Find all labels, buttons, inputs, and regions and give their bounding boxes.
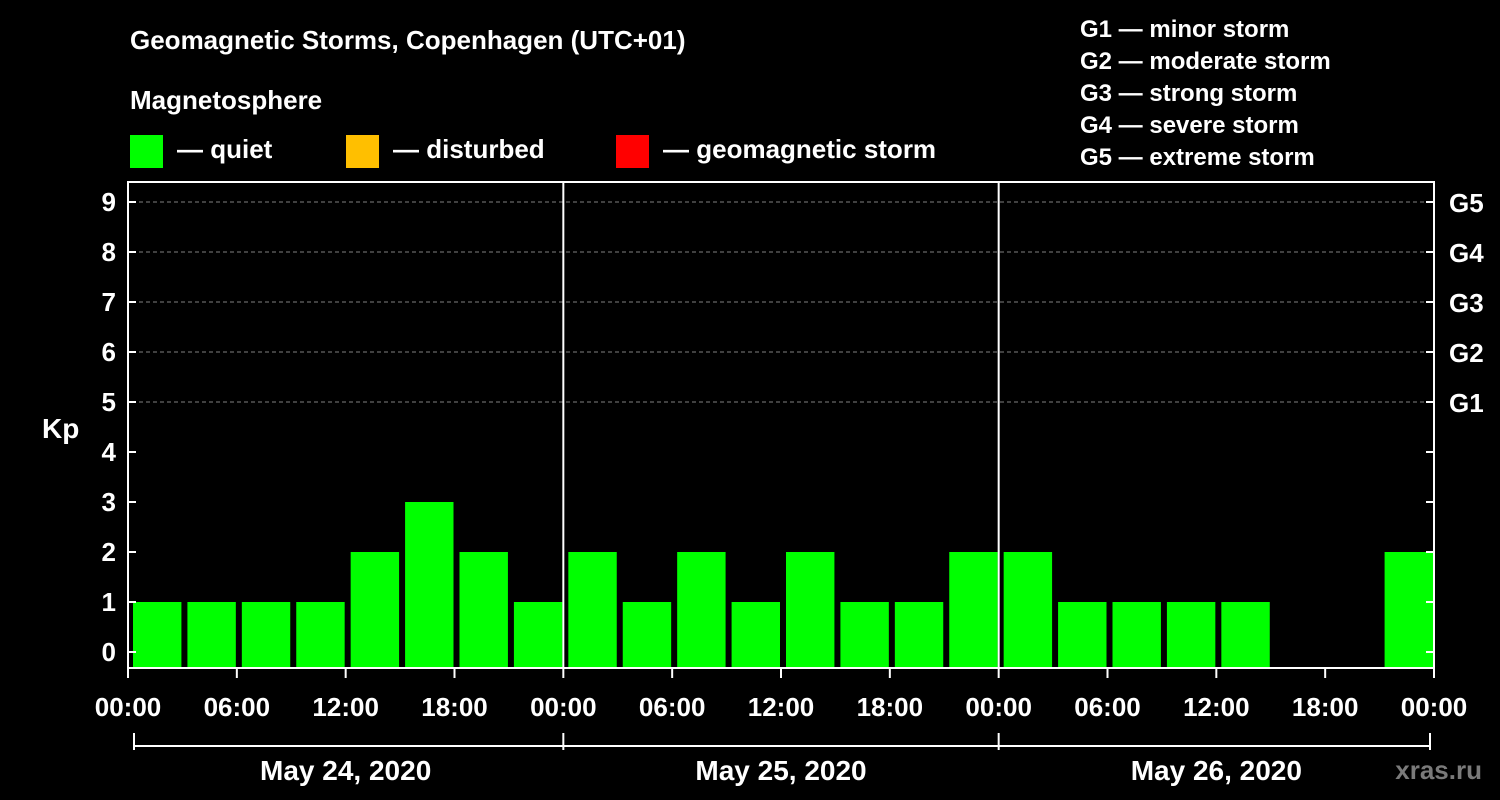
storm-scale-g4: G4 — severe storm [1080, 112, 1299, 139]
legend-swatch-storm [616, 135, 649, 168]
legend: — quiet — disturbed — geomagnetic storm [130, 134, 936, 168]
y-axis-label: Kp [42, 413, 79, 444]
legend-label-disturbed: — disturbed [393, 134, 545, 164]
g-level-label: G2 [1449, 338, 1484, 368]
x-tick-label: 06:00 [204, 692, 271, 722]
kp-bar [350, 552, 400, 668]
legend-label-quiet: — quiet [177, 134, 273, 164]
kp-bar [731, 602, 780, 668]
kp-bar [949, 552, 998, 668]
x-tick-label: 00:00 [965, 692, 1032, 722]
y-tick-label: 4 [102, 437, 117, 467]
y-tick-label: 6 [102, 337, 116, 367]
kp-bar [1384, 552, 1433, 668]
x-tick-label: 00:00 [530, 692, 597, 722]
kp-bar [622, 602, 672, 668]
storm-scale-g2: G2 — moderate storm [1080, 48, 1331, 75]
kp-bar [241, 602, 291, 668]
g-level-label: G1 [1449, 388, 1484, 418]
y-tick-label: 5 [102, 387, 116, 417]
x-tick-label: 06:00 [1074, 692, 1141, 722]
kp-bar [187, 602, 236, 668]
kp-bar [513, 602, 563, 668]
y-tick-label: 1 [102, 587, 116, 617]
kp-bar [1058, 602, 1107, 668]
watermark: xras.ru [1395, 755, 1482, 785]
storm-scale-legend: G1 — minor storm G2 — moderate storm G3 … [1080, 16, 1331, 171]
kp-bar [894, 602, 944, 668]
kp-bar [1003, 552, 1053, 668]
x-tick-label: 12:00 [1183, 692, 1250, 722]
x-tick-label: 00:00 [1401, 692, 1468, 722]
y-tick-label: 9 [102, 187, 116, 217]
g-level-label: G5 [1449, 188, 1484, 218]
y-tick-label: 8 [102, 237, 116, 267]
kp-bar [459, 552, 508, 668]
x-tick-label: 00:00 [95, 692, 162, 722]
kp-bar [296, 602, 345, 668]
storm-scale-g3: G3 — strong storm [1080, 80, 1297, 107]
x-tick-label: 18:00 [857, 692, 924, 722]
legend-swatch-disturbed [346, 135, 379, 168]
kp-bar [568, 552, 617, 668]
x-tick-label: 06:00 [639, 692, 706, 722]
kp-bar [786, 552, 835, 668]
y-tick-label: 2 [102, 537, 116, 567]
storm-scale-g5: G5 — extreme storm [1080, 144, 1315, 171]
storm-scale-g1: G1 — minor storm [1080, 16, 1289, 43]
g-level-label: G4 [1449, 238, 1484, 268]
kp-bar [405, 502, 454, 668]
kp-bar [840, 602, 889, 668]
x-tick-label: 12:00 [312, 692, 379, 722]
chart-subtitle: Magnetosphere [130, 85, 322, 115]
chart-title: Geomagnetic Storms, Copenhagen (UTC+01) [130, 25, 685, 55]
kp-bar [1221, 602, 1270, 668]
x-tick-label: 18:00 [1292, 692, 1359, 722]
kp-bar [133, 602, 182, 668]
x-tick-label: 18:00 [421, 692, 488, 722]
y-tick-label: 7 [102, 287, 116, 317]
legend-swatch-quiet [130, 135, 163, 168]
plot-area: 0 1 2 3 4 5 6 7 8 9 G1 G2 G3 G4 G5 00:00 06:00 12:00 18:00… [95, 181, 1484, 786]
kp-bar [1166, 602, 1216, 668]
day-label: May 26, 2020 [1131, 755, 1302, 786]
plot-frame [127, 181, 1435, 669]
day-label: May 25, 2020 [695, 755, 866, 786]
y-tick-label: 3 [102, 487, 116, 517]
day-label: May 24, 2020 [260, 755, 431, 786]
kp-bar [677, 552, 726, 668]
legend-label-storm: — geomagnetic storm [663, 134, 936, 164]
g-level-label: G3 [1449, 288, 1484, 318]
kp-bar [1112, 602, 1161, 668]
y-tick-label: 0 [102, 637, 116, 667]
x-tick-label: 12:00 [748, 692, 815, 722]
